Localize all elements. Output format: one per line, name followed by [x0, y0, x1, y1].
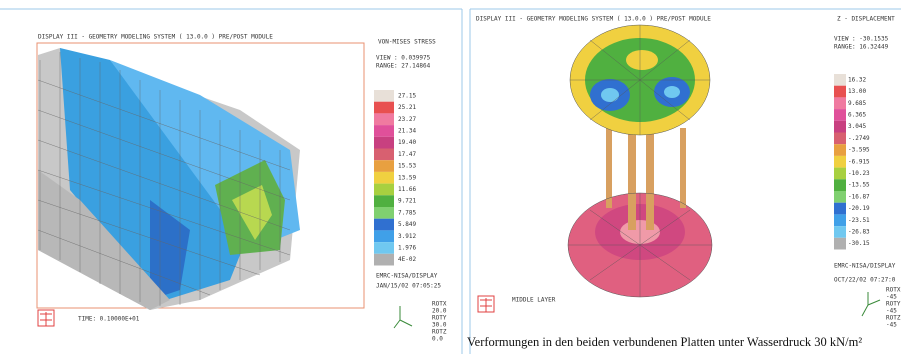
legend-label: -23.51 — [848, 217, 870, 224]
date: JAN/15/02 07:05:25 — [376, 283, 441, 290]
clip: Z - DISPLACEMENT VIEW : -30.1535 RANGE: … — [834, 16, 896, 284]
legend-swatch — [834, 97, 846, 110]
axes-icon — [861, 292, 881, 317]
legend-label: -30.15 — [848, 240, 870, 247]
plate-model — [567, 24, 713, 298]
legend: 16.32 13.00 9.685 6.365 3.045 -.2749 -3.595 -6.… — [834, 74, 870, 250]
legend-swatch — [834, 74, 846, 86]
legend-swatch — [834, 179, 846, 191]
legend-swatch — [374, 207, 394, 219]
axes-icon — [393, 306, 413, 329]
rotation: -45 — [886, 294, 897, 301]
legend-label: 9.685 — [848, 100, 866, 107]
legend-swatch — [374, 183, 394, 196]
rotation: ROTY — [886, 301, 901, 308]
legend-swatch — [834, 155, 846, 168]
rotation: -45 — [886, 322, 897, 329]
software: EMRC-NISA/DISPLAY — [834, 263, 896, 270]
legend-label: -26.83 — [848, 228, 870, 235]
legend-label: 21.34 — [398, 127, 416, 134]
legend-label: -13.55 — [848, 182, 870, 189]
girder-model — [37, 48, 300, 310]
view: VIEW : 0.039975 — [376, 55, 431, 62]
legend-label: 9.721 — [398, 198, 416, 205]
legend-swatch — [374, 253, 394, 266]
legend-label: 27.15 — [398, 92, 416, 99]
legend-label: 4E-02 — [398, 256, 416, 263]
legend-swatch — [834, 237, 846, 250]
legend-swatch — [834, 202, 846, 215]
rotation: ROTY — [432, 315, 447, 322]
legend-label: -6.915 — [848, 158, 870, 165]
time: TIME: 0.10000E+01 — [78, 316, 140, 323]
range: RANGE: 27.14864 — [376, 63, 431, 70]
legend-swatch — [834, 191, 846, 203]
legend-label: -16.87 — [848, 193, 870, 200]
legend-swatch — [834, 132, 846, 145]
legend-swatch — [834, 85, 846, 98]
legend-swatch — [834, 167, 846, 180]
legend-swatch — [374, 160, 394, 172]
legend-label: 23.27 — [398, 116, 416, 123]
software: EMRC-NISA/DISPLAY — [376, 273, 438, 280]
legend-label: 3.045 — [848, 123, 866, 130]
header: DISPLAY III - GEOMETRY MODELING SYSTEM (… — [38, 34, 273, 41]
legend-swatch — [834, 120, 846, 133]
rotation: ROTX — [886, 287, 901, 294]
legend-swatch — [374, 101, 394, 114]
legend-swatch — [834, 144, 846, 156]
legend: 27.15 25.21 23.27 21.34 19.40 17.47 15.53 13.59… — [374, 90, 416, 266]
rotation: -45 — [886, 308, 897, 315]
legend-swatch — [374, 90, 394, 102]
rotation: 0.0 — [432, 336, 443, 343]
legend-label: 16.32 — [848, 76, 866, 83]
date: OCT/22/02 07:27:0 — [834, 277, 896, 284]
quantity: Z - DISPLACEMENT — [837, 16, 895, 23]
legend-label: 7.785 — [398, 209, 416, 216]
legend-swatch — [374, 242, 394, 254]
legend-swatch — [374, 113, 394, 126]
legend-swatch — [374, 230, 394, 243]
quantity: VON-MISES STRESS — [378, 39, 436, 46]
legend-swatch — [374, 218, 394, 231]
legend-label: 13.00 — [848, 88, 866, 95]
legend-label: 25.21 — [398, 104, 416, 111]
legend-swatch — [374, 125, 394, 137]
legend-label: 6.365 — [848, 111, 866, 118]
view: VIEW : -30.1535 — [834, 36, 889, 43]
legend-swatch — [834, 214, 846, 227]
legend-label: -.2749 — [848, 135, 870, 142]
legend-swatch — [834, 226, 846, 238]
legend-swatch — [374, 195, 394, 207]
logo — [37, 309, 55, 327]
rotation: 30.0 — [432, 322, 447, 329]
rotation: 20.0 — [432, 308, 447, 315]
legend-label: 5.849 — [398, 221, 416, 228]
legend-swatch — [374, 171, 394, 184]
legend-label: -3.595 — [848, 147, 870, 154]
logo — [477, 295, 495, 313]
caption: Verformungen in den beiden verbundenen P… — [467, 335, 862, 349]
plot-frame — [36, 42, 365, 309]
range: RANGE: 16.32449 — [834, 44, 889, 51]
rotation: ROTZ — [432, 329, 447, 336]
legend-swatch — [374, 148, 394, 161]
legend-label: 17.47 — [398, 151, 416, 158]
layer: MIDDLE LAYER — [512, 297, 556, 304]
header: DISPLAY III - GEOMETRY MODELING SYSTEM (… — [476, 16, 711, 23]
legend-label: -10.23 — [848, 170, 870, 177]
legend-label: 15.53 — [398, 163, 416, 170]
rotation: ROTX — [432, 301, 447, 308]
legend-swatch — [374, 136, 394, 149]
legend-label: -20.19 — [848, 205, 870, 212]
legend-label: 3.912 — [398, 233, 416, 240]
rotation: ROTZ — [886, 315, 901, 322]
legend-label: 11.66 — [398, 186, 416, 193]
legend-swatch — [834, 109, 846, 121]
legend-label: 1.976 — [398, 244, 416, 251]
legend-label: 19.40 — [398, 139, 416, 146]
legend-label: 13.59 — [398, 174, 416, 181]
